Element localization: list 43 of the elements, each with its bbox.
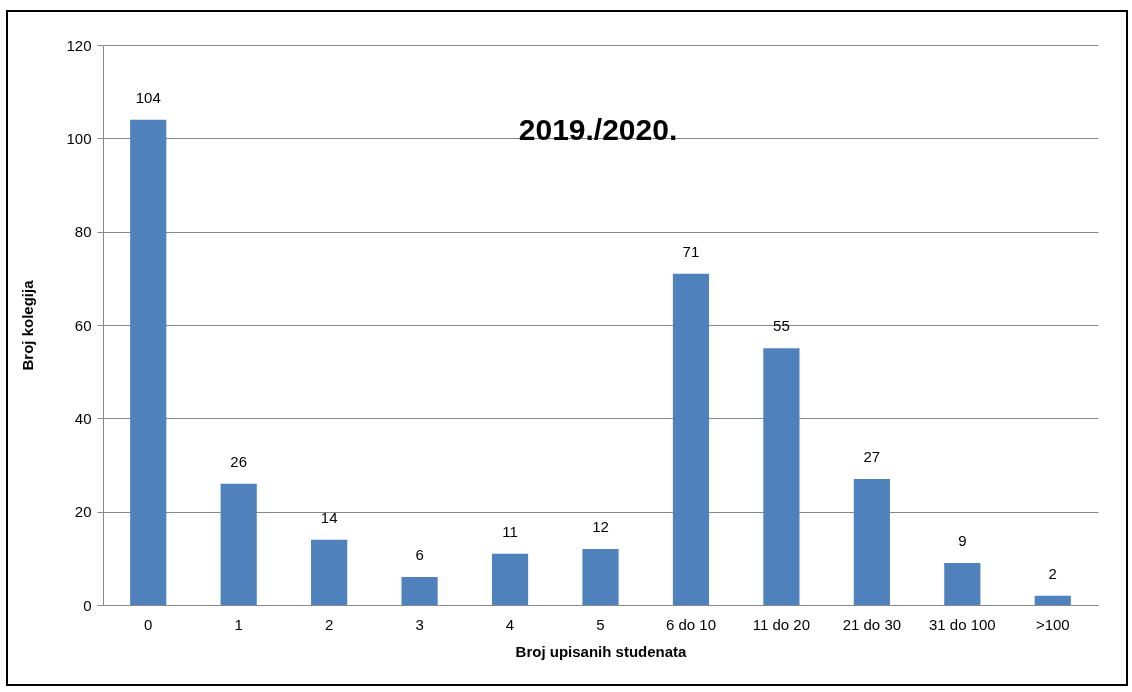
- bar: [401, 577, 438, 605]
- x-tick-label: >100: [1035, 615, 1070, 633]
- text: 2019./2020.: [518, 113, 678, 146]
- bar: [491, 553, 529, 605]
- x-tick-label: 6 do 10: [665, 615, 716, 633]
- x-tick-label: 4: [505, 615, 515, 633]
- x-tick-label: 11 do 20: [752, 615, 811, 633]
- y-tick-label: 20: [74, 503, 92, 521]
- data-label: 12: [592, 518, 609, 535]
- x-axis-title: Broj upisanih studenata: [515, 642, 688, 660]
- x-tick-label: 0: [144, 615, 153, 633]
- bar: [311, 539, 348, 605]
- bar: [763, 348, 800, 605]
- y-tick-label: 100: [66, 129, 92, 147]
- y-tick-label: 120: [66, 36, 92, 54]
- y-tick-label: 0: [83, 596, 92, 614]
- x-tick-label: 3: [415, 615, 424, 633]
- bar: [853, 479, 890, 605]
- x-tick-label: 2: [324, 615, 334, 633]
- bar: [582, 549, 619, 605]
- data-label: 14: [320, 508, 338, 526]
- data-label: 26: [230, 452, 248, 470]
- data-label: 6: [415, 546, 424, 563]
- x-tick-label: 1: [234, 615, 243, 633]
- y-tick-label: 40: [74, 409, 92, 427]
- bar: [672, 273, 710, 605]
- data-label: 27: [863, 448, 881, 465]
- y-tick-label: 60: [74, 316, 92, 334]
- bar: [130, 119, 167, 605]
- bar: [220, 483, 257, 605]
- data-label: 9: [958, 532, 967, 549]
- bar: [944, 563, 981, 605]
- x-tick-label: 5: [596, 615, 605, 633]
- data-label: 104: [135, 88, 161, 106]
- x-tick-label: 31 do 100: [928, 615, 996, 633]
- y-tick-label: 80: [74, 223, 92, 241]
- bar: [1034, 595, 1071, 605]
- data-label: 71: [682, 242, 700, 260]
- data-label: 55: [773, 317, 790, 335]
- y-axis-title: Broj kolegija: [19, 279, 37, 371]
- data-label: 11: [502, 522, 518, 540]
- data-label: 2: [1048, 564, 1057, 582]
- x-tick-label: 21 do 30: [842, 615, 902, 633]
